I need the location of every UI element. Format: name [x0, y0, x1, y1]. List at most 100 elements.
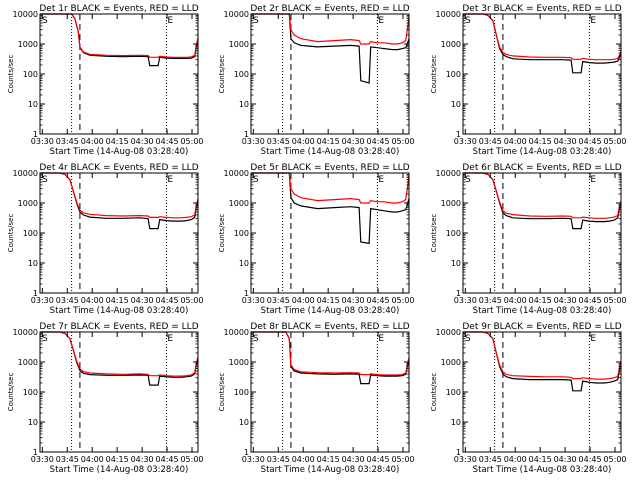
y-tick-label: 1	[244, 448, 249, 457]
x-tick-label: 03:45	[267, 455, 290, 464]
start-marker-label: S	[42, 175, 48, 185]
x-tick-label: 04:45	[156, 296, 179, 305]
y-tick-label: 100	[23, 388, 38, 397]
x-tick-label: 03:45	[479, 296, 502, 305]
y-axis-label: Counts/sec	[7, 373, 15, 412]
lld-series-line	[40, 13, 199, 58]
x-axis-label: Start Time (14-Aug-08 03:28:40)	[473, 306, 612, 316]
x-tick-label: 03:30	[242, 296, 265, 305]
x-tick-label: 05:00	[391, 455, 414, 464]
chart-title: Det 4r BLACK = Events, RED = LLD	[39, 163, 198, 173]
x-axis-label: Start Time (14-Aug-08 03:28:40)	[473, 147, 612, 157]
y-tick-label: 1000	[229, 358, 249, 367]
x-tick-label: 04:30	[131, 137, 154, 146]
end-marker-label: E	[378, 16, 384, 26]
y-tick-label: 1	[244, 289, 249, 298]
end-marker-label: E	[378, 175, 384, 185]
x-tick-label: 04:00	[81, 137, 104, 146]
end-marker-label: E	[167, 175, 173, 185]
start-marker-label: S	[465, 334, 471, 344]
y-tick-label: 1	[456, 289, 461, 298]
x-tick-label: 03:45	[56, 137, 79, 146]
y-axis-label: Counts/sec	[430, 55, 438, 94]
y-tick-label: 1	[33, 289, 38, 298]
chart-title: Det 5r BLACK = Events, RED = LLD	[250, 163, 409, 173]
chart-panel: Det 8r BLACK = Events, RED = LLD 1 10 100 10…	[218, 322, 415, 475]
y-tick-label: 1000	[441, 199, 461, 208]
y-tick-label: 1	[456, 448, 461, 457]
x-tick-label: 04:30	[342, 296, 365, 305]
chart-panel: Det 1r BLACK = Events, RED = LLD 1 10 100 10…	[7, 4, 204, 157]
chart-title: Det 8r BLACK = Events, RED = LLD	[250, 322, 409, 332]
chart-panel: Det 3r BLACK = Events, RED = LLD 1 10 100 10…	[430, 4, 627, 157]
x-tick-label: 05:00	[180, 137, 203, 146]
x-tick-label: 03:30	[31, 296, 54, 305]
end-marker-label: E	[167, 334, 173, 344]
chart-panel: Det 4r BLACK = Events, RED = LLD 1 10 100 10…	[7, 163, 204, 316]
start-marker-label: S	[465, 175, 471, 185]
chart-title: Det 1r BLACK = Events, RED = LLD	[39, 4, 198, 14]
y-tick-label: 100	[446, 229, 461, 238]
x-tick-label: 05:00	[180, 296, 203, 305]
y-tick-label: 10	[239, 418, 249, 427]
x-tick-label: 03:30	[454, 455, 477, 464]
y-tick-label: 1	[33, 130, 38, 139]
x-tick-label: 03:30	[454, 137, 477, 146]
y-tick-label: 1000	[18, 358, 38, 367]
x-axis-label: Start Time (14-Aug-08 03:28:40)	[473, 465, 612, 475]
x-tick-label: 03:30	[242, 455, 265, 464]
y-axis-label: Counts/sec	[218, 55, 226, 94]
y-tick-label: 10000	[224, 328, 249, 337]
y-tick-label: 10000	[224, 169, 249, 178]
x-tick-label: 04:45	[367, 296, 390, 305]
x-tick-label: 04:45	[579, 137, 602, 146]
chart-title: Det 6r BLACK = Events, RED = LLD	[462, 163, 621, 173]
y-axis-label: Counts/sec	[7, 55, 15, 94]
y-tick-label: 1	[244, 130, 249, 139]
x-tick-label: 03:45	[479, 455, 502, 464]
x-axis-label: Start Time (14-Aug-08 03:28:40)	[261, 306, 400, 316]
x-tick-label: 04:15	[317, 455, 340, 464]
x-tick-label: 03:30	[31, 137, 54, 146]
lld-series-line	[251, 331, 410, 376]
x-tick-label: 03:45	[56, 296, 79, 305]
lld-series-line	[251, 172, 410, 204]
x-tick-label: 03:30	[31, 455, 54, 464]
x-tick-label: 04:15	[106, 455, 129, 464]
x-tick-label: 03:30	[454, 296, 477, 305]
x-tick-label: 04:30	[554, 455, 577, 464]
y-tick-label: 100	[234, 388, 249, 397]
y-tick-label: 10000	[13, 169, 38, 178]
y-tick-label: 10000	[436, 10, 461, 19]
x-tick-label: 04:30	[131, 296, 154, 305]
x-tick-label: 05:00	[603, 455, 626, 464]
x-axis-label: Start Time (14-Aug-08 03:28:40)	[50, 306, 189, 316]
y-tick-label: 100	[23, 70, 38, 79]
end-marker-label: E	[378, 334, 384, 344]
x-tick-label: 04:00	[81, 455, 104, 464]
y-tick-label: 1000	[229, 40, 249, 49]
y-tick-label: 100	[446, 388, 461, 397]
x-tick-label: 04:15	[529, 296, 552, 305]
y-tick-label: 10	[451, 418, 461, 427]
chart-panel: Det 2r BLACK = Events, RED = LLD 1 10 100 10…	[218, 4, 415, 157]
y-tick-label: 100	[23, 229, 38, 238]
y-tick-label: 10	[239, 259, 249, 268]
x-tick-label: 04:30	[342, 137, 365, 146]
x-tick-label: 03:45	[267, 296, 290, 305]
x-tick-label: 05:00	[391, 137, 414, 146]
y-tick-label: 10	[451, 259, 461, 268]
y-tick-label: 10	[28, 259, 38, 268]
y-tick-label: 10000	[224, 10, 249, 19]
start-marker-label: S	[465, 16, 471, 26]
x-tick-label: 04:15	[317, 137, 340, 146]
chart-title: Det 7r BLACK = Events, RED = LLD	[39, 322, 198, 332]
x-tick-label: 05:00	[603, 296, 626, 305]
end-marker-label: E	[590, 16, 596, 26]
lld-series-line	[251, 13, 410, 45]
x-tick-label: 04:15	[529, 455, 552, 464]
chart-title: Det 9r BLACK = Events, RED = LLD	[462, 322, 621, 332]
x-tick-label: 04:30	[554, 137, 577, 146]
y-axis-label: Counts/sec	[218, 373, 226, 412]
